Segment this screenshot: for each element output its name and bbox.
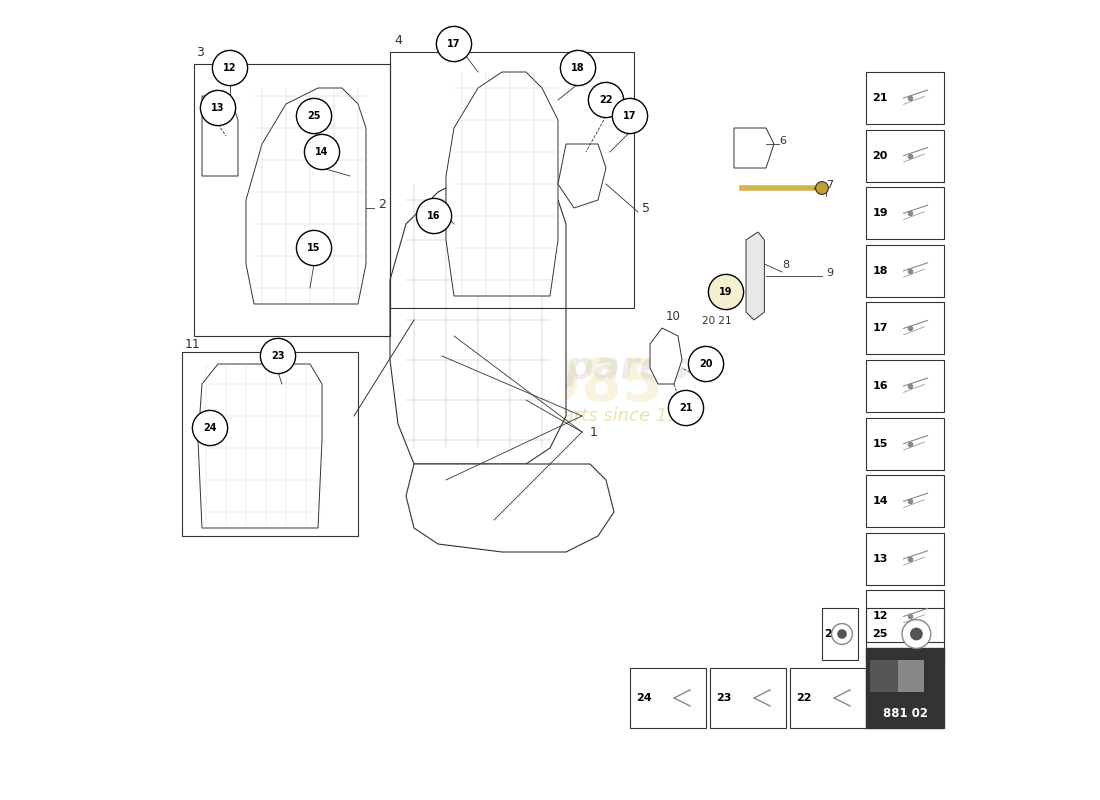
Polygon shape (198, 364, 322, 528)
Text: 13: 13 (872, 554, 888, 564)
Bar (710, 668, 786, 728)
Circle shape (708, 274, 744, 310)
Circle shape (837, 629, 847, 638)
Bar (870, 660, 924, 692)
Text: 17: 17 (448, 39, 461, 49)
Polygon shape (650, 328, 682, 384)
Bar (866, 418, 945, 470)
Polygon shape (246, 88, 366, 304)
Text: 16: 16 (872, 381, 888, 391)
Text: 14: 14 (872, 496, 888, 506)
Text: 21: 21 (872, 93, 888, 103)
Circle shape (669, 390, 704, 426)
Polygon shape (202, 96, 238, 176)
Text: 20: 20 (700, 359, 713, 369)
Text: 24: 24 (637, 693, 652, 703)
Circle shape (832, 624, 852, 645)
Text: 13: 13 (211, 103, 224, 113)
Polygon shape (390, 168, 566, 464)
Bar (390, 52, 634, 308)
Bar (866, 130, 945, 182)
Text: 6: 6 (779, 136, 785, 146)
Circle shape (417, 198, 452, 234)
Circle shape (815, 182, 828, 194)
Circle shape (910, 627, 923, 640)
Circle shape (902, 619, 931, 648)
Text: 1: 1 (590, 426, 598, 438)
Text: 17: 17 (872, 323, 888, 334)
Text: 17: 17 (624, 111, 637, 121)
Text: 23: 23 (716, 693, 732, 703)
Text: 22: 22 (600, 95, 613, 105)
Text: 19: 19 (719, 287, 733, 297)
Polygon shape (746, 232, 764, 320)
Bar (182, 352, 358, 536)
Bar (866, 360, 945, 412)
Bar (866, 187, 945, 239)
Text: 4: 4 (394, 34, 402, 47)
Polygon shape (734, 128, 774, 168)
Bar (866, 302, 945, 354)
Circle shape (192, 410, 228, 446)
Text: 18: 18 (872, 266, 888, 276)
Text: eurospares: eurospares (443, 349, 689, 387)
Text: a passion for parts since 1985: a passion for parts since 1985 (430, 407, 702, 425)
Text: 16: 16 (427, 211, 441, 221)
Bar (790, 668, 866, 728)
Circle shape (212, 50, 248, 86)
Text: 24: 24 (204, 423, 217, 433)
Circle shape (560, 50, 595, 86)
Text: 18: 18 (571, 63, 585, 73)
Text: 1985: 1985 (500, 355, 663, 413)
Polygon shape (558, 144, 606, 208)
Text: 10: 10 (666, 310, 681, 323)
Bar (866, 590, 945, 642)
Circle shape (613, 98, 648, 134)
Text: 25: 25 (872, 629, 888, 639)
Text: 12: 12 (223, 63, 236, 73)
Bar (630, 668, 706, 728)
Text: 2: 2 (378, 198, 386, 211)
Text: 3: 3 (197, 46, 205, 59)
Circle shape (437, 26, 472, 62)
Text: 19: 19 (872, 208, 888, 218)
Bar (870, 660, 898, 692)
Circle shape (261, 338, 296, 374)
Bar (866, 533, 945, 585)
Text: 14: 14 (316, 147, 329, 157)
Text: 15: 15 (872, 438, 888, 449)
Bar (866, 245, 945, 297)
Text: 8: 8 (782, 260, 789, 270)
Text: 881 02: 881 02 (882, 707, 927, 720)
Text: 25: 25 (307, 111, 321, 121)
Circle shape (200, 90, 235, 126)
Polygon shape (446, 72, 558, 296)
Text: 12: 12 (872, 611, 888, 622)
Text: 25: 25 (824, 629, 839, 639)
Bar (822, 608, 858, 660)
Text: 20: 20 (872, 150, 888, 161)
Circle shape (305, 134, 340, 170)
Bar (866, 475, 945, 527)
Circle shape (296, 98, 331, 134)
Text: 15: 15 (307, 243, 321, 253)
Text: 23: 23 (272, 351, 285, 361)
Text: 5: 5 (642, 202, 650, 215)
Text: 9: 9 (826, 268, 833, 278)
Bar (194, 64, 390, 336)
Text: 22: 22 (796, 693, 812, 703)
Circle shape (588, 82, 624, 118)
Polygon shape (406, 464, 614, 552)
Circle shape (689, 346, 724, 382)
Circle shape (296, 230, 331, 266)
Bar (866, 608, 945, 660)
Text: 20 21: 20 21 (702, 316, 732, 326)
Bar (866, 72, 945, 124)
Text: 21: 21 (680, 403, 693, 413)
Text: 11: 11 (185, 338, 200, 351)
Bar (866, 648, 945, 728)
Text: 7: 7 (826, 180, 833, 190)
